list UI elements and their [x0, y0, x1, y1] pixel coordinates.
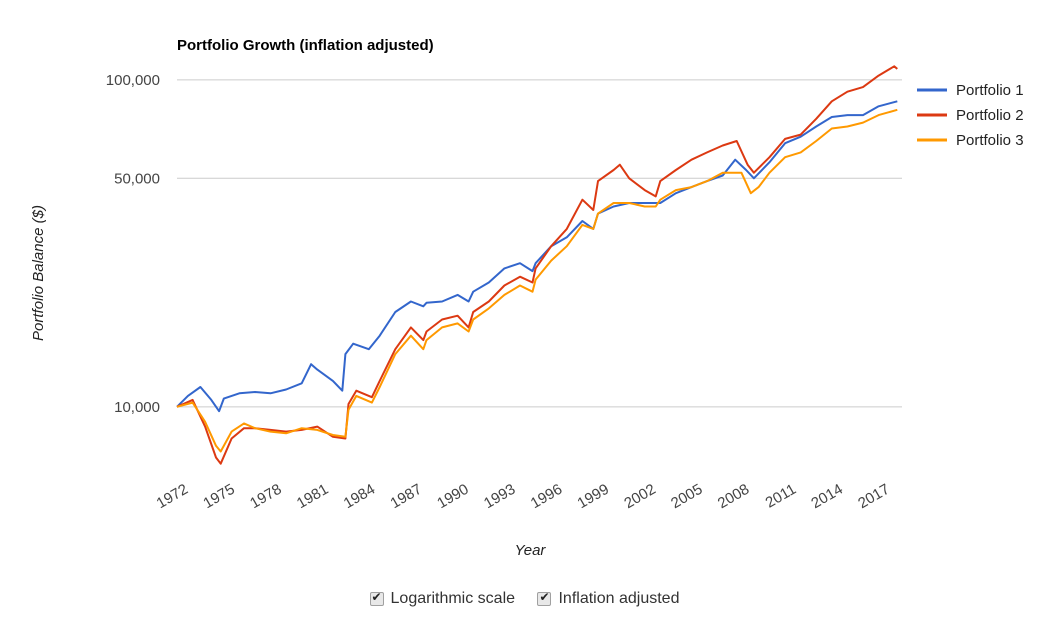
legend: Portfolio 1 Portfolio 2 Portfolio 3	[917, 82, 1024, 149]
legend-label: Portfolio 2	[956, 107, 1024, 124]
x-tick-label: 1996	[528, 481, 565, 512]
x-tick-label: 1981	[294, 481, 331, 512]
x-axis-title: Year	[515, 542, 547, 559]
inflation-adjusted-checkbox[interactable]	[537, 590, 552, 606]
x-tick-label: 1984	[341, 481, 378, 512]
chart-options: Logarithmic scale Inflation adjusted	[0, 590, 1049, 611]
x-tick-label: 2002	[621, 481, 658, 512]
chart: Portfolio Growth (inflation adjusted) 10…	[30, 37, 1024, 559]
legend-label: Portfolio 3	[956, 132, 1024, 149]
series-line-1	[176, 100, 898, 413]
inflation-adjusted-label: Inflation adjusted	[558, 590, 680, 607]
x-tick-label: 2014	[808, 481, 845, 512]
legend-item: Portfolio 3	[917, 132, 1024, 149]
x-tick-label: 2005	[668, 481, 705, 512]
x-tick-label: 1987	[387, 481, 424, 512]
y-tick-label: 10,000	[114, 399, 160, 416]
x-tick-label: 1990	[434, 481, 471, 512]
x-tick-label: 1975	[200, 481, 237, 512]
log-scale-checkbox[interactable]	[369, 590, 384, 606]
series-lines	[176, 65, 898, 465]
x-tick-label: 2017	[855, 481, 892, 512]
y-tick-label: 100,000	[106, 72, 160, 89]
x-tick-label: 1993	[481, 481, 518, 512]
legend-item: Portfolio 1	[917, 82, 1024, 99]
y-axis-title: Portfolio Balance ($)	[30, 205, 47, 341]
log-scale-option[interactable]: Logarithmic scale	[369, 590, 516, 608]
series-line-2	[176, 65, 898, 465]
log-scale-label: Logarithmic scale	[390, 590, 516, 607]
grid	[177, 79, 902, 408]
inflation-adjusted-option[interactable]: Inflation adjusted	[537, 590, 679, 608]
x-tick-label: 2008	[715, 481, 752, 512]
x-tick-label: 1999	[575, 481, 612, 512]
y-tick-label: 50,000	[114, 170, 160, 187]
x-tick-label: 2011	[763, 481, 799, 512]
legend-label: Portfolio 1	[956, 82, 1024, 99]
y-axis-ticks: 10,000 50,000 100,000	[106, 72, 160, 416]
legend-item: Portfolio 2	[917, 107, 1024, 124]
series-line-3	[176, 108, 898, 453]
x-axis-ticks: 1972 1975 1978 1981 1984 1987 1990 1993 1996 1999…	[154, 481, 893, 512]
chart-title: Portfolio Growth (inflation adjusted)	[177, 37, 434, 54]
x-tick-label: 1972	[154, 481, 191, 512]
x-tick-label: 1978	[247, 481, 284, 512]
